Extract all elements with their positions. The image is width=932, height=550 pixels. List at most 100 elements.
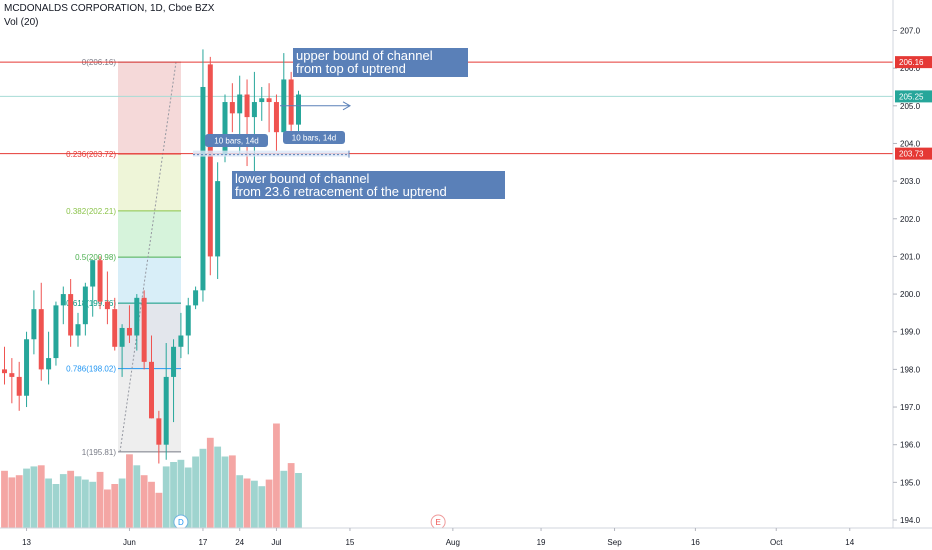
candle (53, 301, 59, 366)
range-label-text: 10 bars, 14d (214, 137, 258, 146)
price-tick-label: 194.0 (900, 516, 921, 525)
price-tag-box (895, 147, 932, 160)
candle-body (16, 376, 22, 396)
time-tick-label: 14 (845, 538, 854, 547)
candle-body (288, 79, 294, 125)
candle-body (149, 361, 154, 419)
candle (68, 279, 74, 347)
time-tick-label: Oct (770, 538, 783, 547)
candle (112, 297, 118, 351)
range-zone (193, 150, 349, 157)
volume-bar (295, 473, 302, 528)
volume-bar (221, 456, 229, 528)
volume-bar (177, 459, 185, 528)
candle (156, 410, 162, 464)
fib-label: 0.5(200.98) (75, 253, 116, 262)
annotation-text: from top of uptrend (296, 61, 406, 76)
candle (2, 346, 7, 385)
price-tick-label: 204.0 (900, 139, 921, 148)
volume-bar (280, 470, 288, 528)
fib-trend-line (119, 62, 177, 452)
price-tick-label: 203.0 (900, 177, 921, 186)
price-tick-label: 195.0 (900, 478, 921, 487)
event-marker-text: E (435, 518, 440, 527)
volume-bar (104, 489, 111, 528)
candle (259, 86, 265, 121)
time-tick-label: 15 (345, 538, 354, 547)
candle (90, 260, 96, 317)
volume-bar (287, 463, 295, 528)
candle-body (97, 260, 103, 302)
candle-body (215, 181, 221, 257)
fib-label: 0.618(199.76) (66, 299, 116, 308)
price-tick-label: 197.0 (900, 403, 921, 412)
volume-bar (236, 475, 244, 528)
time-tick-label: 17 (198, 538, 207, 547)
volume-bar (199, 448, 207, 528)
volume-bar (96, 471, 104, 528)
candle-body (156, 418, 162, 445)
candle-body (200, 86, 206, 291)
volume-bar (214, 446, 222, 528)
candle-body (163, 376, 169, 445)
price-tick-label: 198.0 (900, 365, 921, 374)
volume-bar (243, 478, 251, 528)
annotation-text: lower bound of channel (235, 171, 370, 186)
candle-body (222, 102, 228, 155)
candle-body (104, 301, 110, 310)
time-tick-label: Jun (123, 538, 136, 547)
fib-zone-4 (118, 303, 181, 369)
candle (38, 282, 44, 381)
candle (104, 271, 110, 325)
candle-body (46, 358, 52, 370)
price-tick-label: 202.0 (900, 215, 921, 224)
candle (31, 290, 37, 355)
candle-body (119, 327, 125, 347)
volume-bar (228, 455, 236, 528)
candle-body (31, 309, 37, 340)
candle (97, 256, 103, 310)
candle-body (9, 373, 15, 377)
volume-label: Vol (20) (4, 17, 39, 28)
price-tick-label: 196.0 (900, 441, 921, 450)
candle (60, 286, 66, 325)
annotation-text: from 23.6 retracement of the uptrend (235, 184, 447, 199)
candle-body (259, 98, 265, 103)
candle (185, 297, 191, 355)
fib-zone-1 (118, 154, 181, 211)
range-label-box (205, 134, 268, 147)
time-tick-label: 13 (22, 538, 31, 547)
candle (288, 71, 294, 133)
candle-body (126, 327, 132, 336)
candle (163, 343, 169, 460)
price-tick-label: 199.0 (900, 328, 921, 337)
candle-body (178, 335, 184, 347)
volume-bar (111, 484, 119, 528)
candle-body (75, 324, 81, 336)
chart-title: MCDONALDS CORPORATION, 1D, Cboe BZX (4, 3, 215, 14)
volume-bar (155, 492, 163, 528)
candle (266, 83, 272, 133)
price-tick-label: 207.0 (900, 27, 921, 36)
price-axis-bg (893, 0, 932, 550)
candle-body (53, 305, 59, 359)
price-tag-text: 203.73 (899, 150, 924, 159)
event-marker-d: D (173, 514, 189, 530)
volume-bar (81, 479, 89, 528)
volume-bar (140, 475, 148, 528)
candle-body (134, 297, 140, 336)
volume-bar (251, 480, 258, 528)
volume-bar (74, 476, 82, 528)
current-price-text: 205.25 (899, 92, 924, 101)
annotation-text: upper bound of channel (296, 48, 433, 63)
range-label-1: 10 bars, 14d (283, 131, 345, 144)
candle-body (60, 294, 66, 306)
candle-body (90, 260, 96, 287)
annotation-box (232, 171, 505, 199)
candle (24, 331, 30, 408)
candle-body (207, 64, 213, 257)
price-tick-label: 201.0 (900, 252, 921, 261)
candle-body (244, 94, 250, 118)
